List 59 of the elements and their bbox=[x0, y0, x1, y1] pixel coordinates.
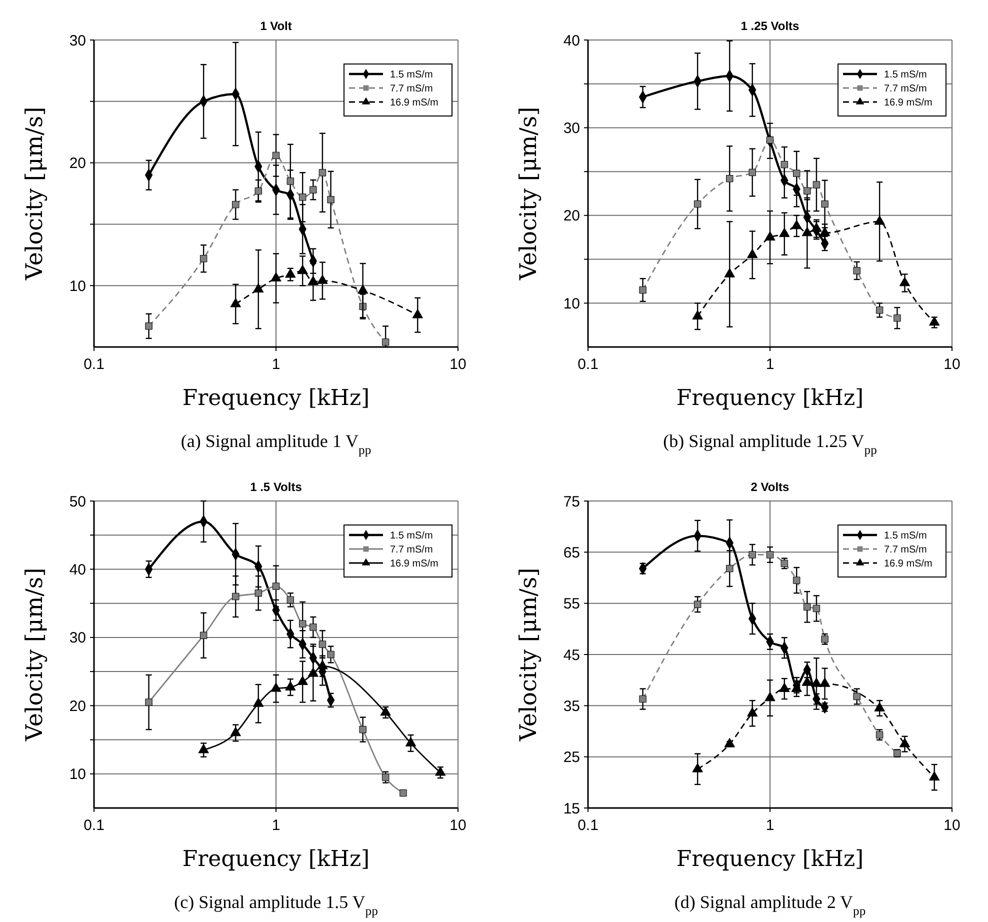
x-axis-title: Frequency [kHz] bbox=[676, 847, 864, 872]
legend-label: 7.7 mS/m bbox=[884, 84, 927, 94]
x-tick-label: 1 bbox=[272, 356, 280, 373]
y-tick-label: 30 bbox=[563, 120, 580, 137]
y-axis-title: Velocity [μm/s] bbox=[516, 106, 542, 282]
legend-label: 7.7 mS/m bbox=[390, 544, 433, 556]
text: (c) Signal amplitude 1.5 V$_{pp}$ bbox=[174, 892, 378, 918]
y-tick-label: 15 bbox=[563, 800, 580, 818]
y-tick-label: 75 bbox=[563, 493, 580, 510]
x-tick-label: 1 bbox=[766, 817, 774, 834]
x-tick-label: 0.1 bbox=[84, 817, 104, 834]
x-tick-label: 10 bbox=[450, 817, 466, 834]
x-axis-title: Frequency [kHz] bbox=[182, 386, 370, 411]
y-tick-label: 45 bbox=[563, 646, 580, 664]
y-tick-label: 40 bbox=[563, 32, 580, 50]
y-axis-title: Velocity [μm/s] bbox=[516, 568, 542, 742]
y-tick-label: 20 bbox=[563, 208, 580, 225]
legend-label: 16.9 mS/m bbox=[884, 558, 932, 570]
text: (d) Signal amplitude 2 V$_{pp}$ bbox=[674, 892, 866, 918]
x-tick-label: 1 bbox=[272, 817, 280, 834]
x-tick-label: 0.1 bbox=[578, 356, 598, 373]
y-tick-label: 10 bbox=[69, 766, 86, 784]
x-axis-title: Frequency [kHz] bbox=[182, 847, 370, 872]
x-tick-label: 0.1 bbox=[578, 817, 598, 834]
chart-title: 1 .5 Volts bbox=[250, 480, 302, 494]
x-tick-label: 0.1 bbox=[84, 356, 104, 373]
y-tick-label: 50 bbox=[69, 493, 86, 510]
y-tick-label: 20 bbox=[69, 698, 86, 715]
y-tick-label: 65 bbox=[563, 544, 580, 562]
legend-label: 1.5 mS/m bbox=[884, 530, 927, 542]
y-tick-label: 35 bbox=[563, 698, 580, 715]
legend-label: 1.5 mS/m bbox=[390, 70, 433, 80]
text: (a) Signal amplitude 1 V$_{pp}$ bbox=[180, 431, 372, 457]
legend-label: 7.7 mS/m bbox=[884, 544, 927, 556]
x-tick-label: 10 bbox=[944, 356, 960, 373]
legend-label: 16.9 mS/m bbox=[390, 558, 438, 570]
y-tick-label: 30 bbox=[69, 32, 86, 50]
x-tick-label: 10 bbox=[450, 356, 466, 373]
y-tick-label: 20 bbox=[69, 155, 86, 172]
legend-label: 16.9 mS/m bbox=[390, 98, 438, 108]
x-axis-title: Frequency [kHz] bbox=[676, 386, 864, 411]
legend-label: 1.5 mS/m bbox=[884, 70, 927, 80]
y-tick-label: 30 bbox=[69, 630, 86, 647]
chart-title: 1 Volt bbox=[260, 19, 292, 33]
legend-label: 16.9 mS/m bbox=[884, 98, 932, 108]
y-axis-title: Velocity [μm/s] bbox=[22, 106, 48, 282]
y-axis-title: Velocity [μm/s] bbox=[22, 568, 48, 742]
y-tick-label: 10 bbox=[563, 295, 580, 312]
y-tick-label: 40 bbox=[69, 561, 86, 578]
legend-label: 1.5 mS/m bbox=[390, 530, 433, 542]
chart-title: 2 Volts bbox=[750, 480, 790, 494]
legend-label: 7.7 mS/m bbox=[390, 84, 433, 94]
x-tick-label: 1 bbox=[766, 356, 774, 373]
y-tick-label: 10 bbox=[69, 278, 86, 295]
x-tick-label: 10 bbox=[944, 817, 960, 834]
y-tick-label: 55 bbox=[563, 596, 580, 613]
y-tick-label: 25 bbox=[563, 749, 580, 766]
text: (b) Signal amplitude 1.25 V$_{pp}$ bbox=[663, 431, 877, 457]
chart-title: 1 .25 Volts bbox=[740, 19, 800, 33]
